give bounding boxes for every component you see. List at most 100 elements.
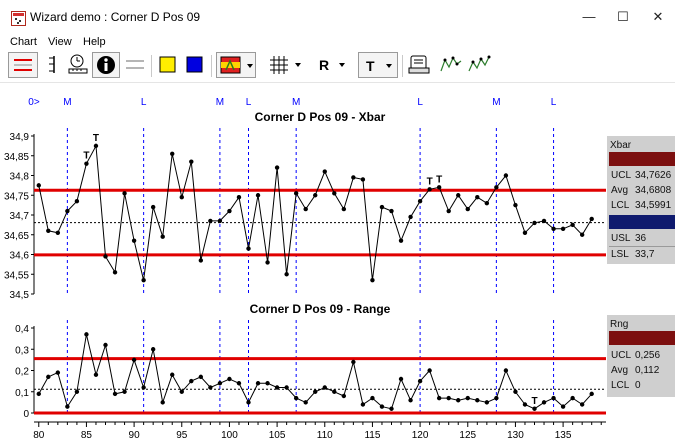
marker-box	[213, 95, 226, 107]
marker-box	[61, 95, 74, 107]
range-data-point	[541, 400, 547, 405]
range-label: R	[319, 57, 330, 73]
range-data-point	[456, 398, 461, 403]
xbar-data-point	[541, 218, 547, 224]
xbar-data-point	[46, 228, 51, 233]
range-y-tick-label: 0,2	[15, 367, 29, 378]
menu-view[interactable]: View	[48, 36, 72, 48]
range-series-line	[38, 334, 593, 410]
range-data-point	[265, 381, 270, 386]
range-data-point	[589, 391, 594, 397]
xbar-panel-title: Xbar	[610, 140, 632, 151]
minimize-button[interactable]: —	[582, 9, 596, 24]
range-data-point	[141, 385, 146, 390]
xbar-data-point	[475, 195, 480, 200]
toolbar-separator	[151, 55, 152, 77]
marker-label: L	[551, 97, 557, 108]
range-data-point	[379, 404, 385, 409]
x-tick-label: 130	[507, 430, 524, 441]
xbar-data-point	[141, 277, 146, 283]
xbar-data-point	[589, 216, 594, 222]
close-button[interactable]: ✕	[652, 9, 664, 24]
xbar-data-point	[332, 191, 337, 196]
maximize-button[interactable]: ☐	[617, 9, 629, 24]
scroll-icon	[408, 55, 430, 74]
xbar-data-point	[303, 206, 308, 212]
xbar-data-point	[579, 232, 585, 237]
xbar-data-point	[246, 246, 251, 251]
xbar-y-tick-label: 34,6	[10, 251, 30, 262]
range-data-point	[284, 385, 289, 390]
range-data-point	[236, 381, 242, 386]
flat-lines-button[interactable]	[122, 52, 148, 78]
text-dropdown-button[interactable]: T	[358, 52, 398, 78]
range-data-point	[560, 404, 566, 409]
xbar-data-point	[65, 208, 70, 214]
x-tick-label: 100	[221, 430, 238, 441]
grid-dropdown-button[interactable]	[266, 52, 306, 78]
range-annotation: T	[531, 396, 537, 407]
xbar-y-tick-label: 34,5	[10, 290, 30, 301]
range-data-point	[427, 368, 432, 373]
xbar-data-point	[189, 159, 194, 164]
info-button[interactable]	[92, 52, 120, 78]
yellow-color-button[interactable]	[156, 52, 180, 78]
range-data-point	[84, 332, 89, 337]
scroll-button[interactable]	[406, 52, 434, 78]
range-data-point	[532, 406, 537, 411]
range-data-point	[131, 357, 137, 363]
range-data-point	[74, 389, 80, 394]
spec-color-band	[609, 215, 675, 229]
range-data-point	[408, 398, 413, 403]
range-data-point	[46, 374, 51, 380]
range-data-point	[160, 400, 165, 405]
run-chart-button[interactable]	[438, 52, 464, 78]
xbar-stats-panel: Xbar UCL 34,7626 Avg 34,6808 LCL 34,5991…	[607, 136, 675, 264]
range-data-point	[503, 368, 509, 373]
xbar-data-point	[570, 222, 575, 228]
clock-ruler-button[interactable]	[64, 52, 92, 78]
menu-help[interactable]: Help	[83, 36, 106, 48]
blue-color-button[interactable]	[183, 52, 207, 78]
range-data-point	[484, 400, 490, 405]
range-dropdown-button[interactable]: R	[312, 52, 352, 78]
marker-label: L	[417, 97, 423, 108]
info-icon	[97, 56, 115, 74]
limit-lines-button[interactable]	[8, 52, 38, 78]
range-data-point	[351, 359, 356, 365]
xbar-data-point	[103, 254, 108, 259]
range-bar-button[interactable]	[40, 52, 64, 78]
xbar-data-point	[446, 208, 451, 214]
x-tick-label: 105	[269, 430, 286, 441]
run-chart-2-button[interactable]	[466, 52, 492, 78]
run-chart-icon	[440, 56, 462, 72]
range-data-point	[446, 395, 451, 401]
xbar-data-point	[84, 161, 89, 166]
marker-label: M	[492, 97, 500, 108]
range-data-point	[570, 395, 575, 401]
ucl-label: UCL	[611, 170, 632, 181]
yellow-square-icon	[159, 56, 176, 73]
usl-value: 36	[635, 233, 647, 244]
flat-lines-icon	[126, 60, 144, 69]
xbar-data-point	[265, 260, 270, 265]
avg-value: 0,112	[635, 365, 660, 376]
menu-chart[interactable]: Chart	[10, 36, 37, 48]
x-tick-label: 85	[81, 430, 93, 441]
lsl-value: 33,7	[635, 249, 655, 260]
menu-bar: Chart View Help	[0, 34, 675, 50]
x-tick-label: 80	[33, 430, 45, 441]
flag-dropdown-button[interactable]	[216, 52, 256, 78]
x-tick-label: 90	[129, 430, 141, 441]
marker-box	[547, 95, 560, 107]
range-data-point	[227, 376, 232, 382]
range-data-point	[579, 402, 585, 407]
range-panel-title: Rng	[610, 319, 629, 330]
xbar-data-point	[93, 143, 99, 149]
range-data-point	[341, 393, 347, 399]
range-bar-icon	[49, 56, 55, 73]
xbar-y-tick-label: 34,55	[4, 270, 29, 281]
avg-label: Avg	[611, 185, 629, 196]
range-data-point	[198, 374, 204, 380]
